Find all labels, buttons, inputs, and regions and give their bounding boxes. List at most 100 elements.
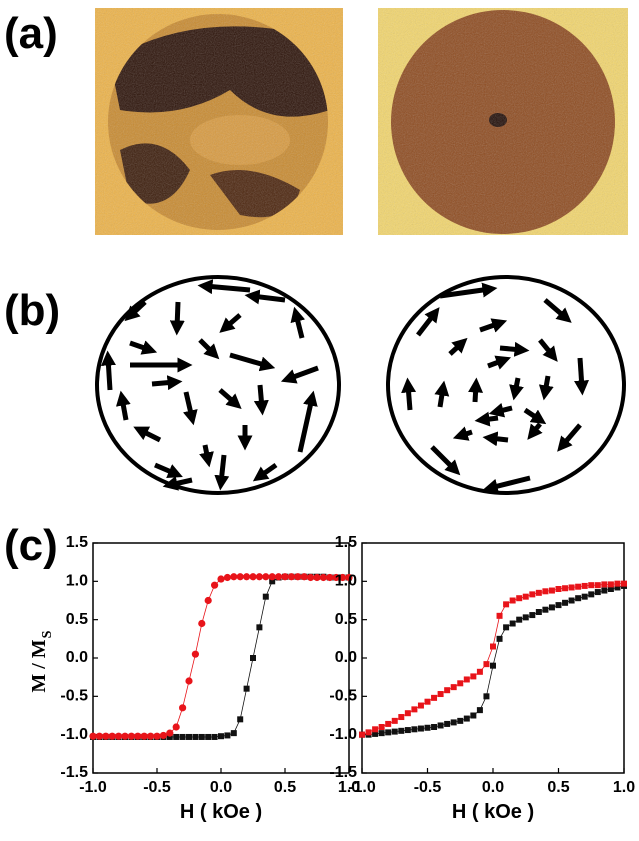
series-line (362, 584, 624, 735)
data-point (516, 595, 522, 601)
data-point (477, 669, 483, 675)
data-point (359, 732, 365, 738)
data-point (470, 673, 476, 679)
data-point (510, 598, 516, 604)
data-point (569, 584, 575, 590)
y-axis-label: M / MS (28, 630, 55, 692)
data-point (595, 589, 601, 595)
data-point (89, 733, 96, 740)
x-tick-label: -0.5 (143, 779, 171, 796)
data-point (205, 734, 211, 740)
data-point (224, 574, 231, 581)
data-point (464, 676, 470, 682)
data-point (179, 704, 186, 711)
spin-arrows (108, 286, 582, 488)
data-point (249, 573, 256, 580)
domain-disk (388, 277, 624, 493)
y-axis-label-text: M / M (28, 639, 50, 692)
data-point (490, 663, 496, 669)
data-point (418, 726, 424, 732)
data-point (205, 597, 212, 604)
panel-label: (b) (4, 286, 60, 335)
data-point (244, 686, 250, 692)
data-point (490, 644, 496, 650)
image-right (378, 8, 628, 235)
data-point (147, 733, 154, 740)
y-tick-label: 1.0 (66, 573, 88, 590)
data-point (470, 713, 476, 719)
data-point (542, 588, 548, 594)
data-point (431, 695, 437, 701)
data-point (562, 585, 568, 591)
data-point (366, 729, 372, 735)
data-point (192, 734, 198, 740)
x-tick-label: 0.5 (274, 779, 296, 796)
data-point (237, 716, 243, 722)
y-tick-label: -0.5 (329, 688, 357, 705)
data-point (166, 730, 173, 737)
data-point (217, 575, 224, 582)
data-point (96, 733, 103, 740)
data-point (444, 687, 450, 693)
data-point (326, 574, 333, 581)
data-point (582, 583, 588, 589)
data-point (263, 594, 269, 600)
data-point (211, 582, 218, 589)
data-point (237, 573, 244, 580)
data-point (281, 573, 288, 580)
y-axis-label-subscript: S (40, 630, 55, 638)
data-point (372, 726, 378, 732)
data-point (313, 574, 320, 581)
x-tick-label: 0.0 (210, 779, 232, 796)
y-tick-label: 1.0 (335, 573, 357, 590)
data-point (379, 730, 385, 736)
data-point (451, 719, 457, 725)
data-point (173, 723, 180, 730)
data-point (385, 721, 391, 727)
data-point (109, 733, 116, 740)
data-point (212, 734, 218, 740)
data-point (425, 725, 431, 731)
data-point (497, 636, 503, 642)
y-tick-label: -1.0 (329, 726, 357, 743)
data-point (569, 598, 575, 604)
data-point (425, 699, 431, 705)
data-point (192, 651, 199, 658)
panel-label: (c) (4, 521, 58, 570)
data-point (398, 728, 404, 734)
data-point (405, 727, 411, 733)
data-point (411, 726, 417, 732)
x-tick-label: 0.0 (482, 779, 504, 796)
data-point (275, 573, 282, 580)
y-tick-label: -0.5 (60, 688, 88, 705)
data-point (497, 613, 503, 619)
data-point (243, 573, 250, 580)
data-point (230, 573, 237, 580)
data-point (582, 594, 588, 600)
data-point (457, 718, 463, 724)
y-tick-label: 0.5 (66, 611, 88, 628)
y-tick-label: -1.0 (60, 726, 88, 743)
data-point (250, 655, 256, 661)
image-left (95, 8, 343, 235)
data-point (411, 706, 417, 712)
data-point (102, 733, 109, 740)
data-point (185, 677, 192, 684)
series-line (93, 577, 349, 737)
data-point (405, 710, 411, 716)
data-point (556, 586, 562, 592)
data-point (379, 724, 385, 730)
x-tick-label: -1.0 (348, 779, 376, 796)
data-point (301, 573, 308, 580)
data-point (575, 595, 581, 601)
data-point (483, 661, 489, 667)
data-point (294, 573, 301, 580)
data-point (503, 601, 509, 607)
data-point (595, 582, 601, 588)
data-point (477, 707, 483, 713)
data-point (288, 573, 295, 580)
data-point (451, 684, 457, 690)
data-point (438, 691, 444, 697)
data-point (536, 609, 542, 615)
data-point (608, 581, 614, 587)
